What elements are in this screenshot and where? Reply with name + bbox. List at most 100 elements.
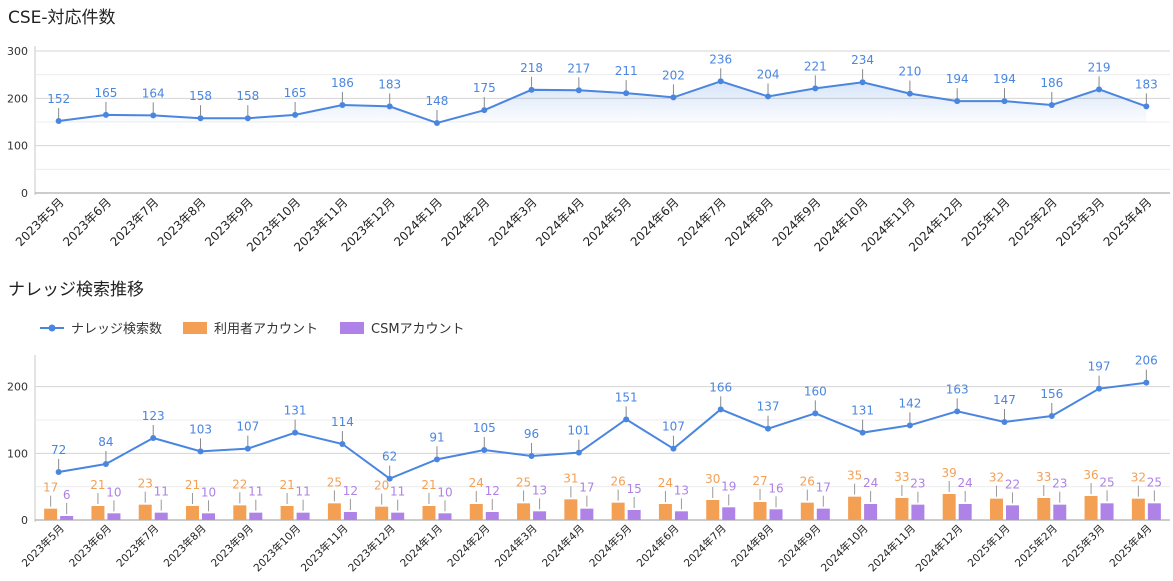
data-label: 32 [989, 471, 1004, 485]
y-tick-label: 300 [7, 45, 28, 58]
data-label: 131 [284, 404, 307, 418]
bar [91, 506, 105, 520]
data-label: 17 [816, 481, 831, 495]
data-label: 13 [532, 483, 547, 497]
x-tick-label: 2023年5月 [19, 522, 67, 570]
legend-label: ナレッジ検索数 [71, 322, 162, 337]
data-label: 183 [378, 77, 401, 91]
legend-line-marker [48, 324, 56, 332]
data-label: 31 [563, 471, 578, 485]
data-label: 186 [331, 76, 354, 90]
data-label: 101 [567, 424, 590, 438]
data-label: 22 [1005, 477, 1020, 491]
data-point [1143, 379, 1150, 386]
bar [989, 498, 1003, 520]
data-label: 166 [709, 380, 732, 394]
series-area [58, 81, 1147, 123]
data-point [1096, 385, 1103, 392]
bar [611, 502, 625, 520]
data-point [765, 93, 772, 100]
data-point [55, 118, 62, 125]
data-label: 221 [804, 59, 827, 73]
data-point [1001, 419, 1008, 425]
bar [422, 506, 436, 520]
data-label: 107 [662, 420, 685, 434]
y-tick-label: 100 [7, 447, 28, 460]
x-tick-label: 2023年6月 [66, 522, 114, 570]
data-label: 158 [189, 89, 212, 103]
data-label: 165 [284, 86, 307, 100]
data-point [1001, 98, 1008, 105]
bar [816, 508, 830, 520]
x-tick-label: 2025年3月 [1053, 195, 1107, 249]
data-label: 211 [615, 64, 638, 78]
x-tick-label: 2024年9月 [776, 522, 824, 570]
data-point [528, 86, 535, 93]
x-tick-label: 2023年5月 [13, 195, 67, 249]
bar [1084, 496, 1098, 520]
data-label: 204 [757, 67, 780, 81]
data-label: 24 [863, 476, 878, 490]
bar [627, 510, 641, 520]
data-label: 72 [51, 443, 66, 457]
data-point [244, 445, 251, 452]
data-point [244, 115, 251, 122]
bar [1100, 503, 1114, 520]
bar [722, 507, 736, 520]
x-tick-label: 2024年8月 [722, 195, 776, 249]
legend-bar-swatch [183, 322, 207, 334]
data-point [765, 425, 772, 432]
x-tick-label: 2023年7月 [107, 195, 161, 249]
data-point [1048, 101, 1055, 108]
legend-label: 利用者アカウント [214, 322, 318, 337]
data-label: 36 [1083, 468, 1098, 482]
data-label: 107 [236, 420, 259, 434]
data-label: 160 [804, 384, 827, 398]
series-line [58, 381, 1147, 480]
data-point [623, 416, 630, 423]
bar [706, 500, 720, 520]
data-label: 17 [43, 481, 58, 495]
data-point [575, 449, 582, 456]
x-tick-label: 2024年11月 [866, 522, 918, 574]
x-tick-label: 2024年6月 [628, 195, 682, 249]
bar [138, 504, 152, 520]
bar [580, 508, 594, 520]
data-label: 25 [1099, 475, 1114, 489]
x-tick-label: 2025年3月 [1060, 522, 1108, 570]
data-label: 175 [473, 81, 496, 95]
data-label: 156 [1040, 387, 1063, 401]
x-tick-label: 2024年5月 [580, 195, 634, 249]
bar [44, 508, 58, 520]
legend-label: CSMアカウント [371, 322, 465, 337]
data-label: 148 [426, 94, 449, 108]
data-label: 123 [142, 409, 165, 423]
bar [154, 512, 168, 520]
data-label: 114 [331, 415, 354, 429]
data-point [292, 111, 299, 118]
data-label: 147 [993, 393, 1016, 407]
data-point [859, 429, 866, 436]
data-label: 84 [98, 435, 113, 449]
data-label: 17 [579, 481, 594, 495]
data-label: 25 [1147, 475, 1162, 489]
data-label: 21 [279, 478, 294, 492]
bar [958, 504, 972, 520]
data-label: 11 [248, 485, 263, 499]
data-point [386, 103, 393, 110]
bar [800, 502, 814, 520]
data-label: 186 [1040, 76, 1063, 90]
x-tick-label: 2025年2月 [1012, 522, 1060, 570]
y-tick-label: 200 [7, 92, 28, 105]
data-label: 24 [658, 476, 673, 490]
bar [674, 511, 688, 520]
legend-bar-swatch [340, 322, 364, 334]
data-label: 10 [201, 485, 216, 499]
data-point [150, 435, 157, 441]
bar [1037, 498, 1051, 520]
data-label: 236 [709, 52, 732, 66]
bar [533, 511, 547, 520]
data-label: 25 [327, 475, 342, 489]
data-label: 13 [674, 483, 689, 497]
